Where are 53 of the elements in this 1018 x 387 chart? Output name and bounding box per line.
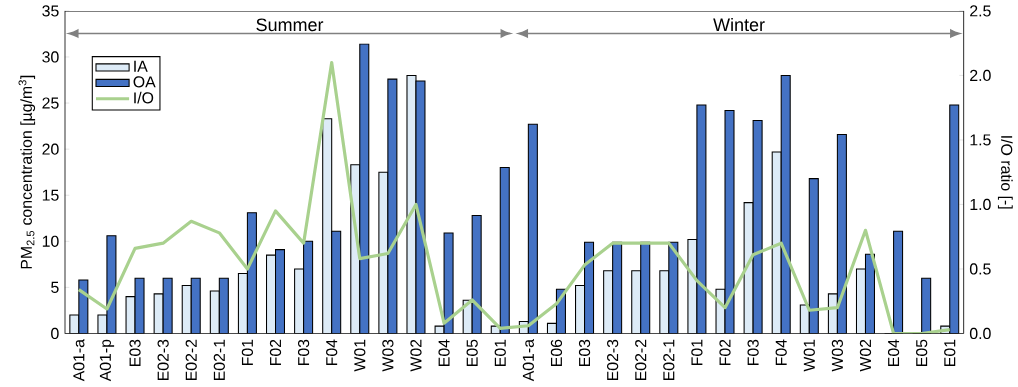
x-tick-label: E05 xyxy=(916,339,928,367)
x-tick-label: E02-2 xyxy=(185,339,197,381)
x-tick-label: E03 xyxy=(578,339,591,367)
x-tick-label: A01-p xyxy=(99,339,115,382)
y-tick-label: 0 xyxy=(51,328,59,340)
x-tick-label: E02-3 xyxy=(607,339,619,381)
x-tick-label: W03 xyxy=(382,339,394,372)
x-tick-label: E04 xyxy=(887,339,900,367)
y-tick-label: 10 xyxy=(42,235,59,248)
x-tick-label: W01 xyxy=(803,339,815,372)
y2-tick-label: 1.0 xyxy=(970,199,991,211)
y-tick-label: 5 xyxy=(51,282,59,294)
y2-tick-label: 0.0 xyxy=(969,328,991,340)
x-tick-label: A01-a xyxy=(522,339,534,382)
y-axis-title: PM$_{2.5}$ concentration [µg/m$^{3}$] xyxy=(18,76,36,269)
annotation: Summer xyxy=(256,18,324,32)
y-tick-label: 20 xyxy=(42,143,59,155)
x-tick-label: F03 xyxy=(297,339,310,366)
legend-label: OA xyxy=(133,76,156,88)
x-tick-label: F04 xyxy=(326,339,338,366)
x-tick-label: W01 xyxy=(354,339,366,372)
x-tick-label: F03 xyxy=(747,339,759,366)
y-tick-label: 35 xyxy=(42,5,59,17)
y-tick-label: 25 xyxy=(42,97,59,109)
y2-tick-label: 2.5 xyxy=(970,5,991,17)
y-tick-label: 30 xyxy=(42,51,59,63)
x-tick-label: E01 xyxy=(494,339,506,367)
x-tick-label: E03 xyxy=(129,339,141,367)
x-tick-label: W02 xyxy=(859,339,872,372)
y2-tick-label: 0.5 xyxy=(969,263,991,275)
annotation: Winter xyxy=(713,18,765,32)
y-tick-label: 15 xyxy=(42,189,59,201)
x-tick-label: E05 xyxy=(466,339,478,367)
x-tick-label: E02-1 xyxy=(213,339,225,381)
x-tick-label: E06 xyxy=(550,339,563,367)
y2-tick-label: 2.0 xyxy=(970,69,991,82)
x-tick-label: F02 xyxy=(269,339,282,366)
y2-axis-title: I/O ratio [-] xyxy=(997,136,1013,209)
x-tick-label: W03 xyxy=(831,339,843,372)
x-tick-label: F04 xyxy=(775,339,787,366)
x-tick-label: E02-3 xyxy=(157,339,169,381)
x-tick-label: F01 xyxy=(241,339,254,366)
legend-label: IA xyxy=(134,61,148,72)
x-tick-label: F01 xyxy=(691,339,703,366)
x-tick-label: E04 xyxy=(438,339,450,367)
x-tick-label: E01 xyxy=(944,339,956,367)
x-tick-label: E02-2 xyxy=(635,339,647,381)
legend-label: I/O xyxy=(134,92,154,104)
y2-tick-label: 1.5 xyxy=(970,134,991,146)
x-tick-label: E02-1 xyxy=(663,339,675,381)
x-tick-label: F02 xyxy=(719,339,731,366)
x-tick-label: A01-a xyxy=(73,339,85,382)
x-tick-label: W02 xyxy=(410,339,422,372)
